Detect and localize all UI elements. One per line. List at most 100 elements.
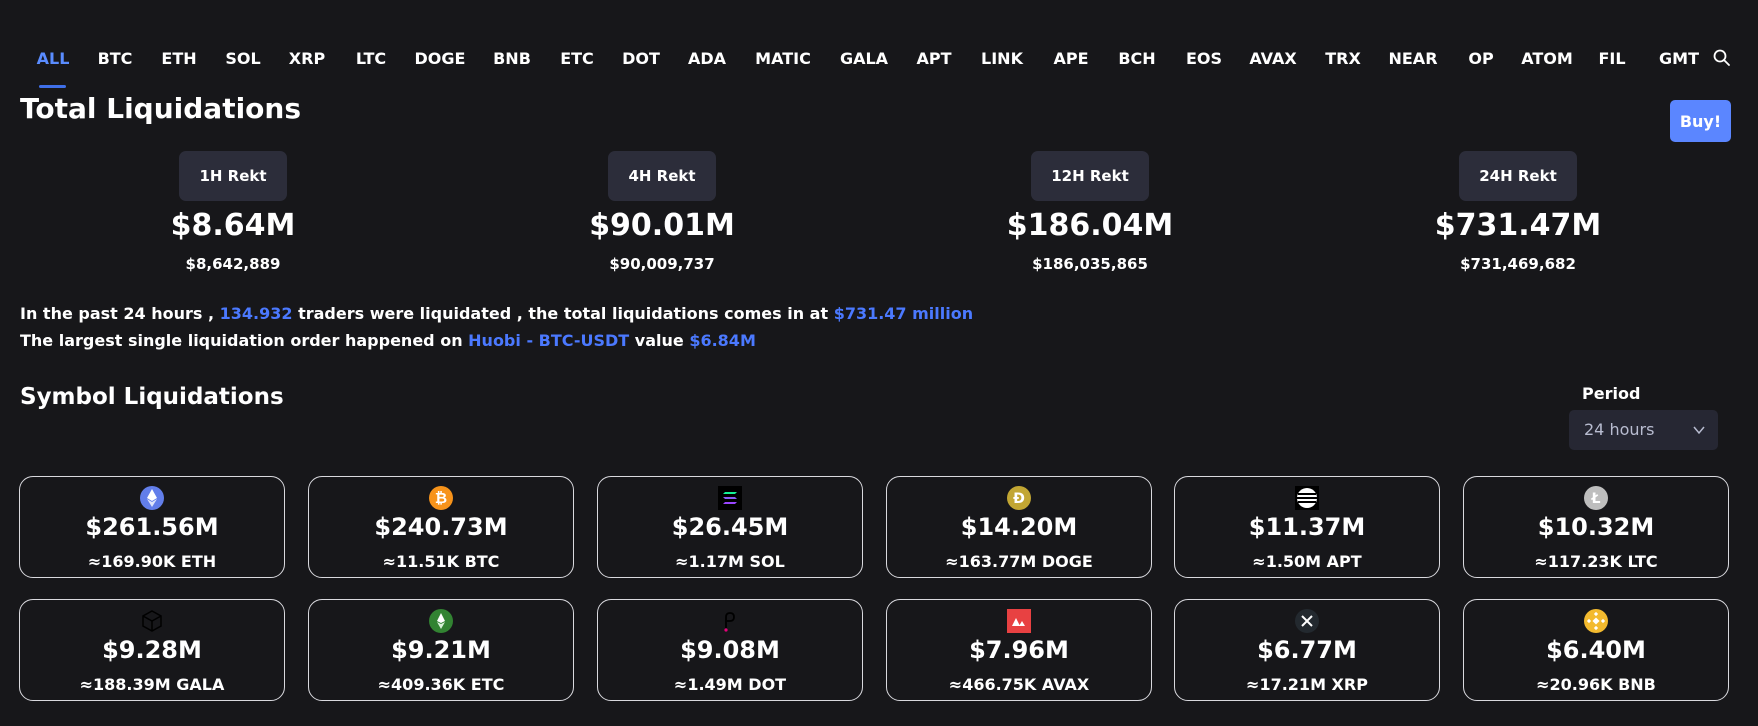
stat-amount: $8.64M: [170, 208, 296, 243]
stat-exact-amount: $8,642,889: [185, 255, 281, 273]
chevron-down-icon: [1693, 426, 1705, 435]
tab-etc[interactable]: ETC: [560, 49, 594, 68]
tab-avax[interactable]: AVAX: [1249, 49, 1297, 68]
tab-xrp[interactable]: XRP: [288, 49, 326, 68]
symbol-card-sol[interactable]: $26.45M ≈1.17M SOL: [597, 476, 863, 578]
tab-apt[interactable]: APT: [916, 49, 952, 68]
ltc-icon: Ł: [1584, 486, 1608, 510]
tab-atom[interactable]: ATOM: [1521, 49, 1573, 68]
tab-bnb[interactable]: BNB: [493, 49, 531, 68]
card-amount: $9.28M: [102, 636, 202, 664]
tab-fil[interactable]: FIL: [1598, 49, 1626, 68]
tab-sol[interactable]: SOL: [225, 49, 261, 68]
symbol-card-xrp[interactable]: $6.77M ≈17.21M XRP: [1174, 599, 1440, 701]
total-liquidations: $731.47 million: [833, 304, 974, 323]
period-label: Period: [1582, 384, 1641, 403]
stat-badge: 24H Rekt: [1459, 151, 1577, 201]
card-amount: $9.08M: [680, 636, 780, 664]
card-amount: $6.40M: [1546, 636, 1646, 664]
section-title: Symbol Liquidations: [20, 384, 284, 410]
avax-icon: [1007, 609, 1031, 633]
tab-gmt[interactable]: GMT: [1659, 49, 1699, 68]
card-amount: $10.32M: [1537, 513, 1655, 541]
stat-amount: $731.47M: [1434, 208, 1602, 243]
active-tab-indicator: [39, 85, 66, 88]
tab-op[interactable]: OP: [1468, 49, 1494, 68]
stat-exact-amount: $731,469,682: [1460, 255, 1576, 273]
card-quantity: ≈117.23K LTC: [1534, 552, 1658, 571]
largest-order-text: The largest single liquidation order hap…: [20, 331, 463, 350]
buy-button[interactable]: Buy!: [1670, 100, 1731, 142]
card-quantity: ≈1.50M APT: [1252, 552, 1362, 571]
page-title: Total Liquidations: [20, 92, 302, 125]
stat-4h: 4H Rekt $90.01M $90,009,737: [512, 151, 812, 273]
stat-badge: 4H Rekt: [608, 151, 716, 201]
stat-amount: $90.01M: [589, 208, 735, 243]
card-quantity: ≈1.49M DOT: [673, 675, 787, 694]
tab-ltc[interactable]: LTC: [355, 49, 387, 68]
stat-24h: 24H Rekt $731.47M $731,469,682: [1368, 151, 1668, 273]
symbol-card-btc[interactable]: ₿ $240.73M ≈11.51K BTC: [308, 476, 574, 578]
eth-icon: [140, 486, 164, 510]
symbol-card-ltc[interactable]: Ł $10.32M ≈117.23K LTC: [1463, 476, 1729, 578]
card-amount: $26.45M: [671, 513, 789, 541]
period-select[interactable]: 24 hours: [1569, 410, 1718, 450]
symbol-card-apt[interactable]: $11.37M ≈1.50M APT: [1174, 476, 1440, 578]
summary-text: In the past 24 hours ,: [20, 304, 215, 323]
largest-order-value: $6.84M: [689, 331, 756, 350]
bnb-icon: [1584, 609, 1608, 633]
sol-icon: [718, 486, 742, 510]
card-amount: $240.73M: [374, 513, 508, 541]
tab-btc[interactable]: BTC: [97, 49, 133, 68]
tab-all[interactable]: ALL: [36, 49, 70, 68]
symbol-card-dot[interactable]: $9.08M ≈1.49M DOT: [597, 599, 863, 701]
svg-text:Ł: Ł: [1591, 491, 1601, 507]
stat-exact-amount: $90,009,737: [609, 255, 715, 273]
tab-near[interactable]: NEAR: [1388, 49, 1438, 68]
tab-link[interactable]: LINK: [981, 49, 1023, 68]
stat-exact-amount: $186,035,865: [1032, 255, 1148, 273]
tab-eth[interactable]: ETH: [161, 49, 197, 68]
tab-eos[interactable]: EOS: [1185, 49, 1223, 68]
xrp-icon: [1295, 609, 1319, 633]
tab-bch[interactable]: BCH: [1118, 49, 1156, 68]
tab-dot[interactable]: DOT: [622, 49, 660, 68]
largest-order-text: value: [634, 331, 684, 350]
symbol-card-avax[interactable]: $7.96M ≈466.75K AVAX: [886, 599, 1152, 701]
symbol-card-etc[interactable]: $9.21M ≈409.36K ETC: [308, 599, 574, 701]
symbol-card-bnb[interactable]: $6.40M ≈20.96K BNB: [1463, 599, 1729, 701]
tab-gala[interactable]: GALA: [839, 49, 889, 68]
tab-ape[interactable]: APE: [1053, 49, 1089, 68]
dot-icon: [724, 612, 735, 632]
card-quantity: ≈466.75K AVAX: [948, 675, 1090, 694]
search-icon[interactable]: [1712, 48, 1732, 68]
tab-ada[interactable]: ADA: [687, 49, 727, 68]
card-amount: $9.21M: [391, 636, 491, 664]
card-amount: $11.37M: [1248, 513, 1366, 541]
card-quantity: ≈169.90K ETH: [87, 552, 217, 571]
card-quantity: ≈1.17M SOL: [675, 552, 785, 571]
stat-1h: 1H Rekt $8.64M $8,642,889: [83, 151, 383, 273]
card-quantity: ≈163.77M DOGE: [945, 552, 1093, 571]
card-quantity: ≈17.21M XRP: [1246, 675, 1368, 694]
summary-text: traders were liquidated , the total liqu…: [298, 304, 829, 323]
symbol-card-eth[interactable]: $261.56M ≈169.90K ETH: [19, 476, 285, 578]
stat-12h: 12H Rekt $186.04M $186,035,865: [940, 151, 1240, 273]
tab-matic[interactable]: MATIC: [755, 49, 811, 68]
card-amount: $6.77M: [1257, 636, 1357, 664]
stat-amount: $186.04M: [1006, 208, 1174, 243]
symbol-card-gala[interactable]: $9.28M ≈188.39M GALA: [19, 599, 285, 701]
period-value: 24 hours: [1584, 420, 1655, 439]
gala-icon: [142, 610, 162, 632]
stat-badge: 1H Rekt: [179, 151, 287, 201]
tab-doge[interactable]: DOGE: [414, 49, 466, 68]
doge-icon: Ð: [1007, 486, 1031, 510]
card-amount: $7.96M: [969, 636, 1069, 664]
symbol-card-doge[interactable]: Ð $14.20M ≈163.77M DOGE: [886, 476, 1152, 578]
svg-text:Ð: Ð: [1013, 491, 1025, 507]
largest-order-line: The largest single liquidation order hap…: [20, 331, 756, 350]
tab-trx[interactable]: TRX: [1325, 49, 1361, 68]
exchange-link[interactable]: Huobi - BTC-USDT: [468, 331, 630, 350]
traders-count: 134.932: [219, 304, 293, 323]
svg-text:₿: ₿: [435, 489, 447, 507]
